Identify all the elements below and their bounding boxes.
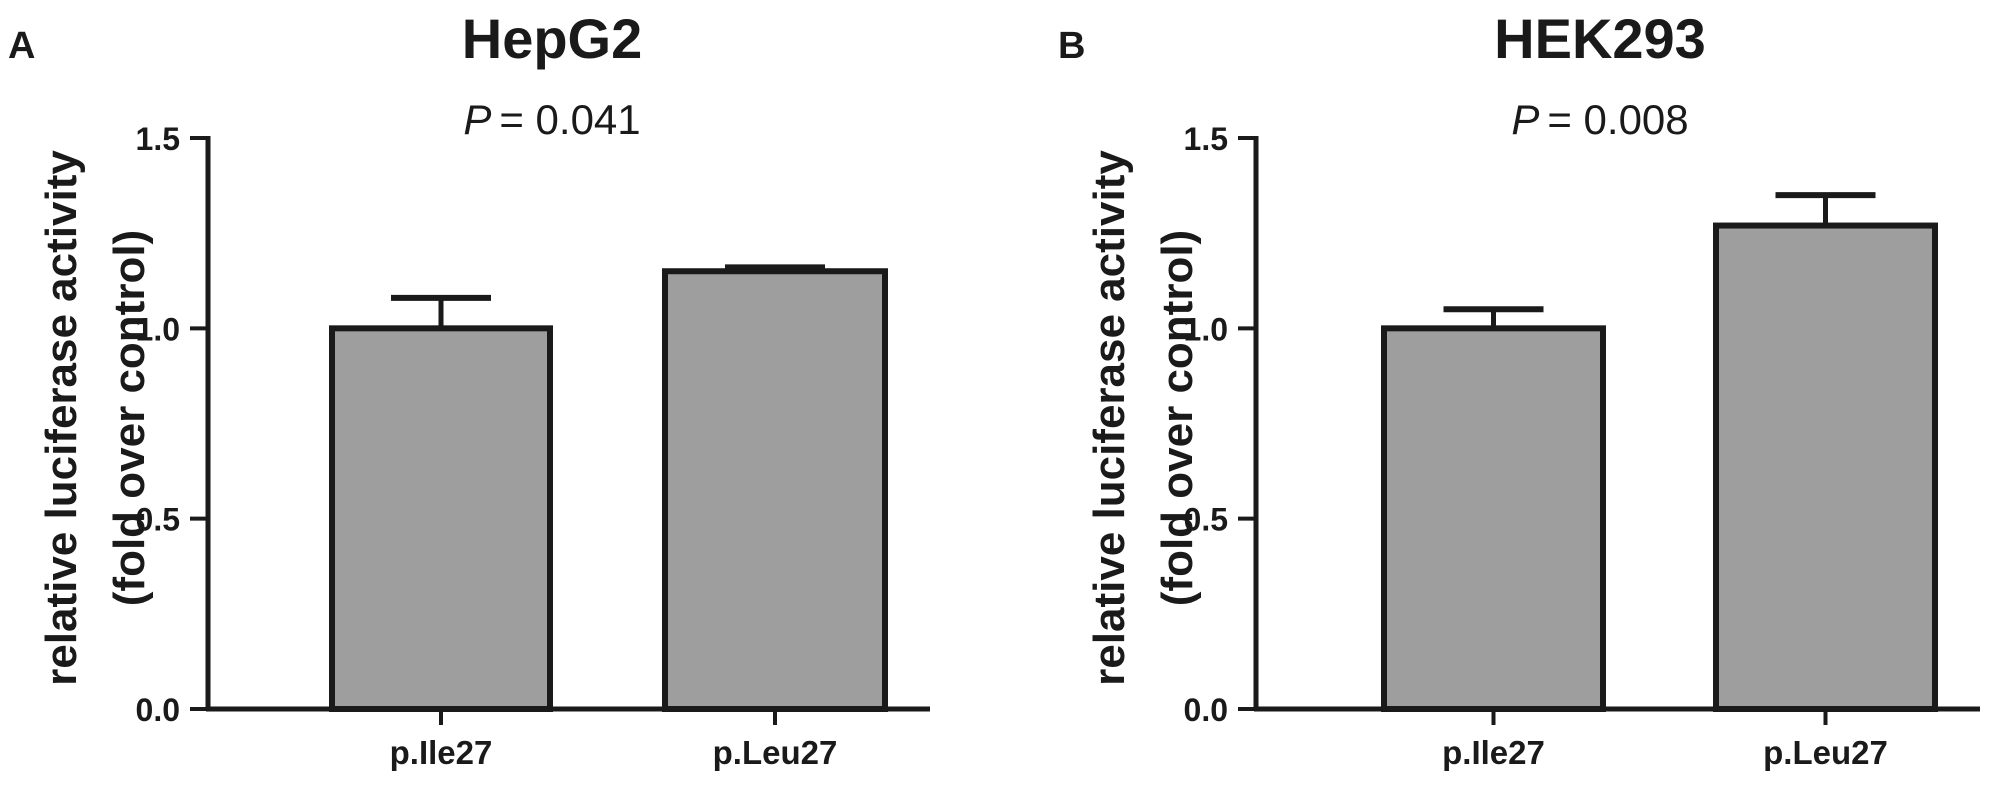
y-tick-label: 1.5 xyxy=(1184,121,1228,157)
y-tick-label: 0.5 xyxy=(136,502,180,538)
bar xyxy=(329,325,553,712)
y-axis-label-line2: (fold over control) xyxy=(1153,230,1202,606)
panel-b: B HEK293 P = 0.008 relative luciferase ac… xyxy=(1058,7,1980,771)
y-axis-label-line1: relative luciferase activity xyxy=(37,150,86,686)
bar xyxy=(1381,325,1606,712)
y-tick-label: 1.0 xyxy=(1184,311,1228,347)
y-tick-label: 1.0 xyxy=(136,311,180,347)
panel-letter-b: B xyxy=(1058,25,1085,67)
panel-letter-a: A xyxy=(8,25,35,67)
p-value-text: = 0.008 xyxy=(1547,96,1688,143)
p-symbol: P xyxy=(463,96,491,143)
y-tick-label: 1.5 xyxy=(136,121,180,157)
y-tick-label: 0.0 xyxy=(136,692,180,728)
chart-title-hek293: HEK293 xyxy=(1494,7,1706,70)
x-category-label: p.Leu27 xyxy=(1763,734,1888,771)
x-category-label: p.Ile27 xyxy=(390,734,493,771)
chart-title-hepg2: HepG2 xyxy=(462,7,643,70)
p-symbol: P xyxy=(1511,96,1539,143)
bar xyxy=(662,268,888,712)
y-tick-label: 0.5 xyxy=(1184,502,1228,538)
y-tick-label: 0.0 xyxy=(1184,692,1228,728)
y-axis-label-line1: relative luciferase activity xyxy=(1085,150,1134,686)
p-value-annotation: P = 0.041 xyxy=(463,96,640,143)
p-value-annotation: P = 0.008 xyxy=(1511,96,1688,143)
bar xyxy=(1713,222,1938,712)
x-category-label: p.Ile27 xyxy=(1442,734,1545,771)
panel-a: A HepG2 P = 0.041 relative luciferase act… xyxy=(8,7,930,771)
x-category-label: p.Leu27 xyxy=(713,734,838,771)
p-value-text: = 0.041 xyxy=(499,96,640,143)
y-axis-label-line2: (fold over control) xyxy=(105,230,154,606)
